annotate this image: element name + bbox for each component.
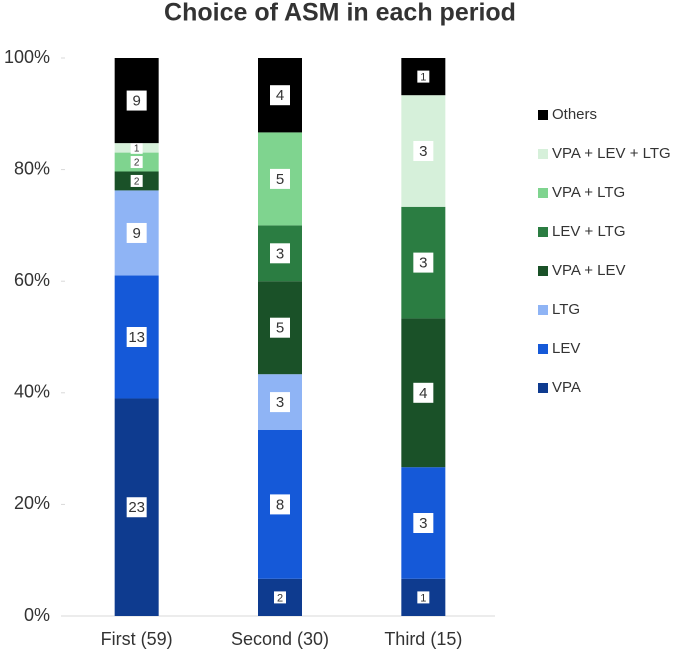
label-box (130, 141, 143, 154)
legend-swatch (538, 305, 548, 315)
legend-label: LEV (552, 340, 580, 357)
y-tick-label: 100% (4, 47, 50, 67)
label-box (270, 494, 290, 515)
label-box (413, 252, 434, 273)
label-box (417, 591, 430, 604)
legend-swatch (538, 188, 548, 198)
label-box (270, 85, 290, 106)
data-label: 3 (419, 515, 427, 532)
data-label: 23 (128, 499, 145, 516)
label-box (413, 382, 434, 403)
legend-label: Others (552, 106, 597, 123)
legend-label: LEV + LTG (552, 223, 626, 240)
data-label: 8 (276, 496, 284, 513)
label-box (126, 327, 147, 347)
data-label: 2 (277, 592, 283, 604)
data-label: 3 (276, 394, 284, 411)
x-tick-label: First (59) (101, 629, 173, 649)
label-box (270, 243, 290, 264)
data-label: 4 (419, 385, 427, 402)
y-tick-label: 40% (14, 382, 50, 402)
legend-swatch (538, 383, 548, 393)
chart-title: Choice of ASM in each period (164, 0, 516, 27)
legend-swatch (538, 149, 548, 159)
label-box (413, 513, 434, 533)
y-tick-label: 20% (14, 493, 50, 513)
data-label: 3 (419, 143, 427, 160)
legend-swatch (538, 266, 548, 276)
label-box (126, 90, 147, 111)
legend-label: VPA (552, 379, 581, 396)
data-label: 5 (276, 171, 284, 188)
data-label: 9 (132, 93, 140, 110)
x-tick-label: Second (30) (231, 629, 329, 649)
data-label: 3 (276, 245, 284, 262)
data-label: 1 (420, 592, 426, 604)
legend-swatch (538, 110, 548, 120)
data-label: 2 (134, 158, 140, 169)
data-label: 13 (128, 329, 145, 346)
data-label: 9 (132, 225, 140, 242)
label-box (270, 168, 290, 189)
label-box (130, 174, 143, 187)
x-tick-label: Third (15) (384, 629, 462, 649)
label-box (413, 141, 434, 161)
legend-label: VPA + LEV (552, 262, 626, 279)
data-label: 1 (134, 143, 140, 154)
y-tick-label: 60% (14, 270, 50, 290)
legend-label: VPA + LEV + LTG (552, 145, 671, 162)
legend-label: LTG (552, 301, 580, 318)
legend-label: VPA + LTG (552, 184, 625, 201)
data-label: 5 (276, 320, 284, 337)
y-tick-label: 80% (14, 158, 50, 178)
label-box (270, 317, 290, 338)
legend-swatch (538, 344, 548, 354)
label-box (126, 497, 147, 518)
y-tick-label: 0% (24, 605, 50, 625)
data-label: 4 (276, 87, 284, 104)
label-box (130, 156, 143, 169)
data-label: 3 (419, 255, 427, 272)
data-label: 1 (420, 72, 426, 84)
data-label: 2 (134, 177, 140, 188)
label-box (417, 70, 430, 83)
legend-swatch (538, 227, 548, 237)
label-box (126, 222, 147, 243)
label-box (274, 591, 286, 604)
label-box (270, 392, 290, 413)
